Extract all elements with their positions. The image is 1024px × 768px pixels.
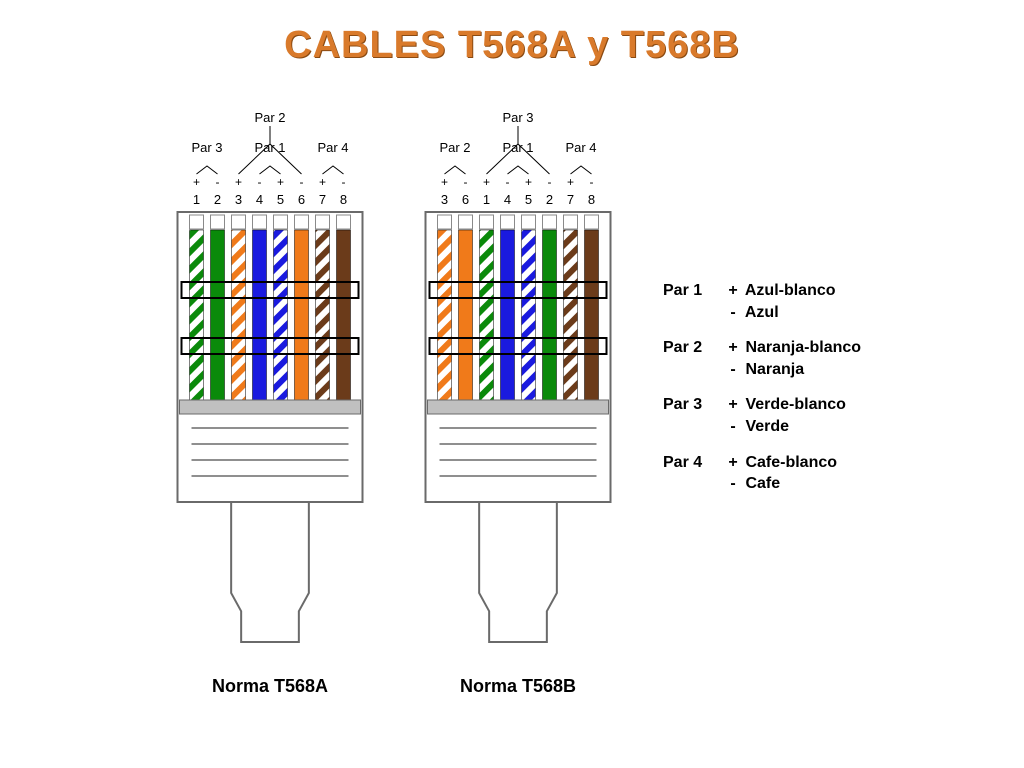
svg-text:1: 1 <box>483 192 490 207</box>
wire <box>190 230 204 400</box>
wire <box>337 230 351 400</box>
svg-text:Par 2: Par 2 <box>439 140 470 155</box>
svg-text:Par 1: Par 1 <box>254 140 285 155</box>
legend-neg: Cafe <box>745 475 780 492</box>
svg-text:Par 3: Par 3 <box>502 110 533 125</box>
wire <box>522 230 536 400</box>
legend-pair: Par 3 <box>663 394 725 416</box>
wire <box>438 230 452 400</box>
wire <box>274 230 288 400</box>
svg-text:+: + <box>235 175 242 189</box>
wire <box>501 230 515 400</box>
svg-text:4: 4 <box>256 192 263 207</box>
legend-pos: Verde-blanco <box>745 396 845 413</box>
svg-text:Par 1: Par 1 <box>502 140 533 155</box>
svg-text:+: + <box>319 175 326 189</box>
legend-pos: Cafe-blanco <box>745 454 837 471</box>
color-legend: Par 1+ Azul-blanco- AzulPar 2+ Naranja-b… <box>663 280 861 509</box>
minus-icon: - <box>725 302 741 324</box>
svg-text:1: 1 <box>193 192 200 207</box>
svg-text:5: 5 <box>525 192 532 207</box>
svg-text:6: 6 <box>298 192 305 207</box>
svg-text:-: - <box>300 175 304 189</box>
minus-icon: - <box>725 359 741 381</box>
svg-text:-: - <box>342 175 346 189</box>
page-title: CABLES T568A y T568B <box>0 24 1024 67</box>
legend-neg: Azul <box>745 304 779 321</box>
legend-row: Par 2+ Naranja-blanco- Naranja <box>663 337 861 380</box>
svg-text:2: 2 <box>546 192 553 207</box>
svg-text:Par 4: Par 4 <box>565 140 596 155</box>
svg-text:7: 7 <box>319 192 326 207</box>
wire <box>316 230 330 400</box>
connector-b: Par 3 Par 2 Par 1 Par 4 + - + - + - + - 36145278 <box>408 108 628 668</box>
svg-text:5: 5 <box>277 192 284 207</box>
wire <box>211 230 225 400</box>
svg-text:7: 7 <box>567 192 574 207</box>
svg-text:Par 3: Par 3 <box>191 140 222 155</box>
wire <box>253 230 267 400</box>
svg-text:2: 2 <box>214 192 221 207</box>
norma-b-label: Norma T568B <box>408 676 628 697</box>
legend-pos: Azul-blanco <box>745 282 836 299</box>
wire <box>543 230 557 400</box>
legend-row: Par 3+ Verde-blanco- Verde <box>663 394 861 437</box>
plus-icon: + <box>725 337 741 359</box>
svg-text:+: + <box>483 175 490 189</box>
svg-text:8: 8 <box>340 192 347 207</box>
svg-text:4: 4 <box>504 192 511 207</box>
plus-icon: + <box>725 394 741 416</box>
svg-text:6: 6 <box>462 192 469 207</box>
svg-text:3: 3 <box>441 192 448 207</box>
legend-pair: Par 1 <box>663 280 725 302</box>
svg-text:+: + <box>277 175 284 189</box>
svg-text:+: + <box>193 175 200 189</box>
legend-row: Par 4+ Cafe-blanco- Cafe <box>663 452 861 495</box>
legend-row: Par 1+ Azul-blanco- Azul <box>663 280 861 323</box>
plus-icon: + <box>725 452 741 474</box>
plus-icon: + <box>725 280 741 302</box>
legend-pos: Naranja-blanco <box>745 339 861 356</box>
legend-neg: Verde <box>745 418 789 435</box>
svg-text:Par 2: Par 2 <box>254 110 285 125</box>
norma-a-label: Norma T568A <box>160 676 380 697</box>
svg-text:-: - <box>506 175 510 189</box>
wire <box>564 230 578 400</box>
wire <box>232 230 246 400</box>
svg-text:-: - <box>464 175 468 189</box>
wire <box>585 230 599 400</box>
wire <box>459 230 473 400</box>
wire <box>295 230 309 400</box>
svg-text:Par 4: Par 4 <box>317 140 348 155</box>
svg-text:-: - <box>548 175 552 189</box>
minus-icon: - <box>725 473 741 495</box>
svg-text:8: 8 <box>588 192 595 207</box>
svg-text:+: + <box>441 175 448 189</box>
svg-text:+: + <box>567 175 574 189</box>
connector-a: Par 2 Par 3 Par 1 Par 4 + - + - + - + - 12345678 <box>160 108 380 668</box>
svg-text:-: - <box>258 175 262 189</box>
legend-pair: Par 2 <box>663 337 725 359</box>
wire <box>480 230 494 400</box>
svg-text:+: + <box>525 175 532 189</box>
svg-text:-: - <box>216 175 220 189</box>
svg-text:3: 3 <box>235 192 242 207</box>
svg-text:-: - <box>590 175 594 189</box>
minus-icon: - <box>725 416 741 438</box>
legend-pair: Par 4 <box>663 452 725 474</box>
legend-neg: Naranja <box>745 361 804 378</box>
